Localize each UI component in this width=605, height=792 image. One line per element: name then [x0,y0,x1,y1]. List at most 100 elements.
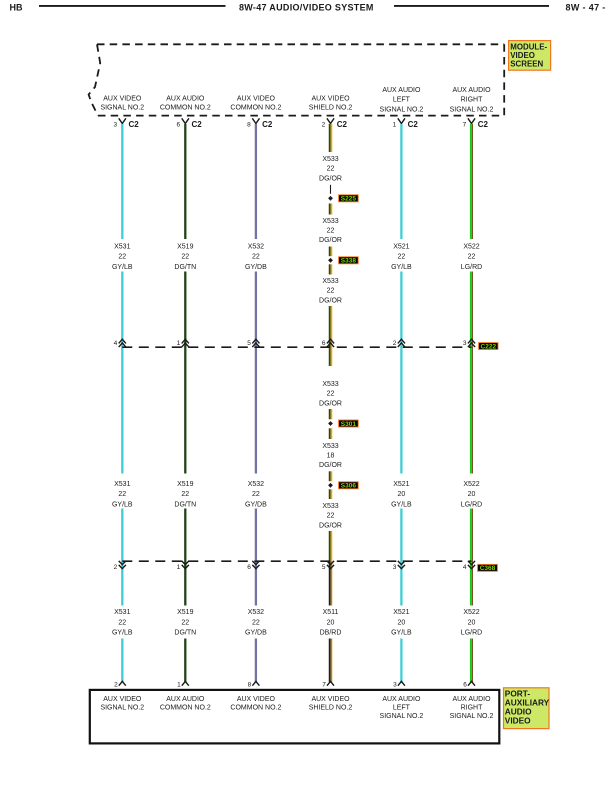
svg-text:3: 3 [463,340,467,347]
svg-text:7: 7 [463,121,467,128]
svg-text:DG/TN: DG/TN [174,264,196,271]
svg-text:20: 20 [327,619,335,626]
svg-text:C2: C2 [129,120,140,129]
svg-text:SCREEN: SCREEN [510,60,543,69]
svg-text:1: 1 [393,121,397,128]
svg-text:22: 22 [118,254,126,261]
svg-text:RIGHT: RIGHT [461,97,484,104]
svg-text:AUX AUDIO: AUX AUDIO [166,696,205,703]
svg-text:20: 20 [468,491,476,498]
svg-text:X521: X521 [393,481,409,488]
svg-text:RIGHT: RIGHT [461,704,484,711]
svg-text:6: 6 [247,564,251,571]
svg-text:DG/OR: DG/OR [319,237,342,244]
svg-text:AUX VIDEO: AUX VIDEO [103,95,142,102]
svg-text:DG/TN: DG/TN [174,501,196,508]
svg-text:X519: X519 [177,481,193,488]
svg-text:GY/LB: GY/LB [391,630,412,637]
svg-text:PORT-: PORT- [505,689,531,699]
svg-text:8: 8 [248,681,252,688]
svg-text:6: 6 [463,681,467,688]
svg-text:2: 2 [114,681,118,688]
svg-text:6: 6 [322,340,326,347]
svg-text:4: 4 [114,340,118,347]
svg-text:1: 1 [177,340,181,347]
svg-text:SIGNAL NO.2: SIGNAL NO.2 [380,713,424,720]
svg-text:22: 22 [252,254,260,261]
svg-text:AUX VIDEO: AUX VIDEO [103,696,142,703]
svg-text:2: 2 [393,340,397,347]
svg-text:SIGNAL NO.2: SIGNAL NO.2 [100,704,144,711]
svg-text:3: 3 [113,121,117,128]
svg-text:DG/OR: DG/OR [319,462,342,469]
svg-text:SIGNAL NO.2: SIGNAL NO.2 [450,106,494,113]
svg-text:S301: S301 [341,421,357,428]
svg-text:C2: C2 [337,120,348,129]
svg-text:GY/LB: GY/LB [112,630,133,637]
svg-text:X533: X533 [322,443,338,450]
svg-text:2: 2 [114,564,118,571]
svg-text:22: 22 [327,391,335,398]
svg-text:X533: X533 [322,503,338,510]
svg-text:LG/RD: LG/RD [461,501,482,508]
svg-text:X532: X532 [248,609,264,616]
svg-text:8W - 47 -: 8W - 47 - [566,2,605,12]
svg-text:C2: C2 [262,120,273,129]
svg-text:22: 22 [118,619,126,626]
svg-text:SIGNAL NO.2: SIGNAL NO.2 [380,106,424,113]
svg-text:8W-47 AUDIO/VIDEO SYSTEM: 8W-47 AUDIO/VIDEO SYSTEM [239,2,374,12]
svg-text:AUDIO: AUDIO [505,707,532,717]
svg-text:S306: S306 [341,483,357,490]
svg-text:22: 22 [398,254,406,261]
svg-text:1: 1 [177,564,181,571]
svg-text:X519: X519 [177,609,193,616]
svg-text:5: 5 [322,564,326,571]
svg-text:X533: X533 [322,156,338,163]
svg-text:DG/OR: DG/OR [319,400,342,407]
svg-text:X521: X521 [393,609,409,616]
svg-text:SIGNAL NO.2: SIGNAL NO.2 [450,713,494,720]
svg-text:22: 22 [468,254,476,261]
svg-text:X519: X519 [177,244,193,251]
svg-text:COMMON NO.2: COMMON NO.2 [160,105,211,112]
svg-text:SHIELD NO.2: SHIELD NO.2 [309,704,353,711]
svg-text:6: 6 [176,121,180,128]
svg-text:22: 22 [181,491,189,498]
svg-text:X522: X522 [463,244,479,251]
svg-text:X533: X533 [322,278,338,285]
svg-text:22: 22 [181,254,189,261]
svg-text:S225: S225 [341,196,357,203]
svg-text:LEFT: LEFT [393,97,411,104]
svg-text:AUX VIDEO: AUX VIDEO [237,95,276,102]
svg-text:DG/OR: DG/OR [319,297,342,304]
svg-text:AUX VIDEO: AUX VIDEO [311,696,350,703]
svg-text:X531: X531 [114,244,130,251]
svg-text:7: 7 [322,681,326,688]
svg-text:5: 5 [247,340,251,347]
svg-text:AUXILIARY: AUXILIARY [505,698,550,708]
svg-text:DB/RD: DB/RD [320,630,342,637]
svg-text:VIDEO: VIDEO [510,51,535,60]
svg-text:GY/DB: GY/DB [245,630,267,637]
svg-text:DG/OR: DG/OR [319,175,342,182]
svg-text:22: 22 [181,619,189,626]
svg-text:AUX AUDIO: AUX AUDIO [382,87,421,94]
svg-text:HB: HB [10,2,23,12]
svg-text:AUX VIDEO: AUX VIDEO [237,696,276,703]
svg-text:GY/LB: GY/LB [391,264,412,271]
svg-text:S338: S338 [341,258,357,265]
svg-text:C222: C222 [481,343,497,350]
svg-text:X533: X533 [322,381,338,388]
svg-text:20: 20 [468,619,476,626]
svg-text:22: 22 [252,491,260,498]
svg-text:SIGNAL NO.2: SIGNAL NO.2 [100,105,144,112]
svg-text:AUX VIDEO: AUX VIDEO [311,95,350,102]
svg-text:X511: X511 [323,609,339,616]
svg-text:4: 4 [463,564,467,571]
svg-text:22: 22 [118,491,126,498]
svg-text:22: 22 [327,288,335,295]
svg-text:SHIELD NO.2: SHIELD NO.2 [309,105,353,112]
svg-text:X532: X532 [248,244,264,251]
svg-text:X533: X533 [322,218,338,225]
svg-text:DG/OR: DG/OR [319,522,342,529]
